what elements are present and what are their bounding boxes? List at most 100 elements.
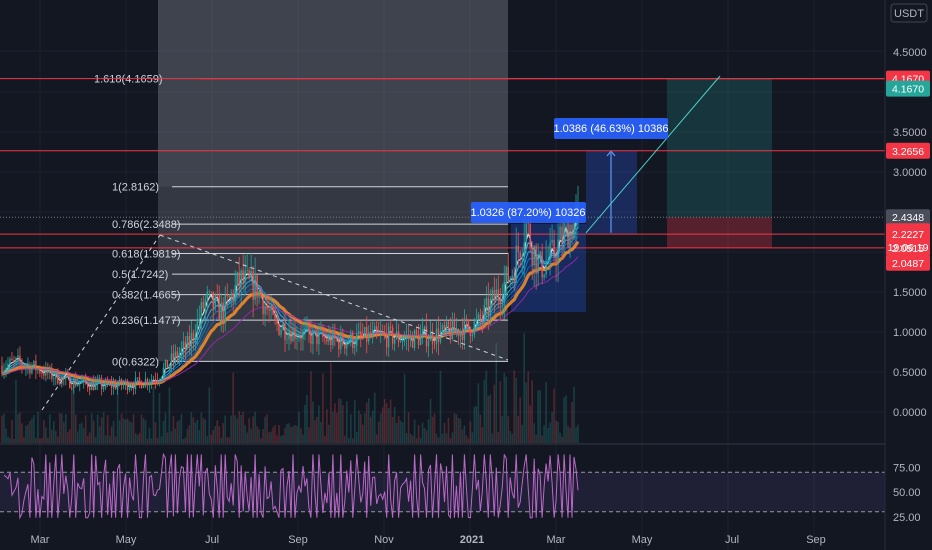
volume-bar: [68, 429, 71, 443]
volume-bar: [62, 422, 65, 443]
volume-bar: [23, 437, 25, 443]
candle-body: [264, 306, 266, 315]
volume-bar: [437, 437, 440, 443]
volume-bar: [184, 437, 187, 443]
volume-bar: [168, 387, 171, 443]
candle-body: [499, 298, 501, 304]
volume-bar: [459, 418, 462, 443]
volume-bar: [312, 401, 314, 443]
price-tick-label: 3.5000: [893, 127, 927, 139]
volume-bar: [509, 430, 512, 443]
candle-body: [158, 380, 161, 382]
candle-body: [29, 364, 31, 374]
candle-body: [485, 298, 488, 305]
volume-bar: [465, 435, 468, 443]
volume-bar: [196, 419, 199, 443]
candle-body: [172, 353, 175, 360]
measure-label-2[interactable]: 1.0386 (46.63%) 10386: [554, 118, 669, 139]
candle-body: [300, 336, 302, 340]
candle-body: [342, 333, 344, 345]
candle-body: [362, 335, 364, 337]
volume-bar: [389, 399, 392, 443]
candle-body: [511, 275, 513, 278]
candle-body: [146, 379, 149, 385]
volume-bar: [43, 420, 45, 443]
candle-body: [467, 319, 470, 328]
fib-level-label: 0.618(1.9819): [112, 248, 181, 260]
volume-bar: [25, 425, 27, 443]
price-tag: [886, 254, 930, 271]
candle-body: [525, 223, 527, 243]
candle-body: [112, 383, 115, 388]
volume-bar: [170, 431, 173, 443]
candle-body: [204, 299, 206, 309]
candle-body: [122, 384, 125, 386]
volume-bar: [290, 426, 292, 443]
volume-bar: [563, 397, 565, 443]
volume-bar: [280, 435, 282, 443]
candle-body: [555, 257, 557, 264]
candle-body: [527, 223, 529, 225]
candle-body: [196, 319, 199, 338]
measure-label-1[interactable]: 1.0326 (87.20%) 10326: [471, 202, 586, 223]
candle-body: [553, 240, 555, 258]
candle-body: [533, 245, 535, 265]
candle-body: [479, 314, 482, 320]
candle-body: [81, 381, 83, 384]
volume-bar: [37, 411, 39, 443]
candle-body: [268, 309, 270, 311]
candle-body: [226, 295, 228, 297]
candle-body: [409, 335, 412, 340]
candle-body: [443, 325, 446, 330]
volume-bar: [527, 371, 529, 443]
long-position-tool[interactable]: [667, 78, 772, 248]
volume-bar: [477, 383, 480, 443]
rsi-tick-label: 25.00: [893, 512, 921, 524]
volume-bar: [82, 427, 85, 443]
volume-bar: [469, 421, 472, 443]
volume-bar: [278, 425, 280, 443]
volume-bar: [164, 412, 167, 443]
candle-body: [491, 290, 494, 299]
candle-body: [429, 330, 432, 341]
candle-body: [142, 386, 145, 388]
volume-bar: [497, 431, 500, 443]
volume-bar: [351, 438, 354, 443]
candle-body: [507, 266, 509, 283]
candle-body: [477, 314, 480, 320]
candle-body: [282, 323, 284, 330]
fibonacci-retracement[interactable]: 1.618(4.1659) 1(2.8162) 0.786(2.3488) 0.618…: [94, 0, 885, 368]
candle-body: [41, 373, 43, 374]
candle-body: [234, 284, 236, 301]
volume-bar: [134, 433, 137, 443]
horizontal-lines[interactable]: [0, 78, 885, 249]
volume-bar: [314, 420, 316, 443]
candle-body: [387, 326, 390, 348]
volume-bar: [102, 412, 105, 443]
candle-body: [316, 329, 318, 345]
volume-bar: [132, 414, 135, 443]
price-tag-label: 3.2656: [892, 146, 924, 158]
volume-bar: [220, 437, 223, 443]
candle-body: [15, 357, 17, 361]
volume-bar: [423, 427, 426, 443]
candle-body: [55, 371, 57, 379]
candle-body: [563, 222, 565, 244]
candle-body: [417, 333, 420, 346]
volume-bar: [349, 414, 352, 443]
volume-bar: [387, 407, 390, 443]
price-tag: [886, 226, 930, 243]
volume-bar: [114, 436, 117, 443]
candle-body: [134, 378, 137, 389]
candle-body: [391, 327, 394, 344]
volume-bar: [204, 419, 207, 443]
currency-button[interactable]: USDT: [890, 3, 928, 23]
candle-body: [354, 345, 356, 348]
volume-bar: [162, 421, 165, 443]
candle-body: [401, 340, 404, 342]
candle-body: [224, 295, 226, 322]
trend-lines[interactable]: [41, 75, 721, 411]
candle-body: [493, 290, 495, 301]
candle-body: [551, 240, 553, 243]
